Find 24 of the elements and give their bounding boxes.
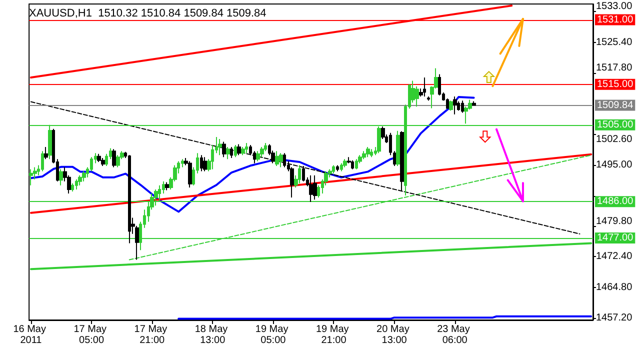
y-tick-label: 1525.40 — [596, 36, 633, 48]
x-tick-label: 16 May 2011 — [13, 324, 49, 346]
y-tick-label: 1472.40 — [596, 251, 633, 262]
y-tick-label: 1533.00 — [596, 1, 633, 12]
ref-line-label: 1531.00 — [597, 14, 634, 26]
ref-line-label: 1486.00 — [597, 196, 634, 208]
y-tick-label: 1464.80 — [596, 282, 633, 293]
y-tick-label: 1495.00 — [596, 160, 633, 171]
y-tick-label: 1457.20 — [596, 312, 633, 324]
y-tick-label: 1479.80 — [596, 216, 633, 228]
ref-line-label: 1515.00 — [597, 78, 634, 90]
x-tick-label: 17 May 05:00 — [74, 324, 110, 346]
x-tick-label: 19 May 05:00 — [255, 324, 291, 346]
x-tick-label: 23 May 06:00 — [437, 324, 473, 346]
x-tick-label: 20 May 13:00 — [376, 324, 412, 346]
ref-line-label: 1505.00 — [597, 119, 634, 130]
ref-line-label: 1477.00 — [597, 232, 634, 244]
chart-title: XAUUSD,H1 1510.32 1510.84 1509.84 1509.84 — [29, 8, 266, 20]
x-tick-label: 18 May 13:00 — [194, 324, 230, 346]
x-tick-label: 19 May 21:00 — [316, 324, 352, 346]
x-tick-label: 17 May 21:00 — [134, 324, 170, 346]
y-tick-label: 1517.80 — [596, 62, 633, 74]
y-tick-label: 1502.60 — [596, 134, 633, 146]
ref-line-label: 1509.84 — [597, 100, 634, 111]
